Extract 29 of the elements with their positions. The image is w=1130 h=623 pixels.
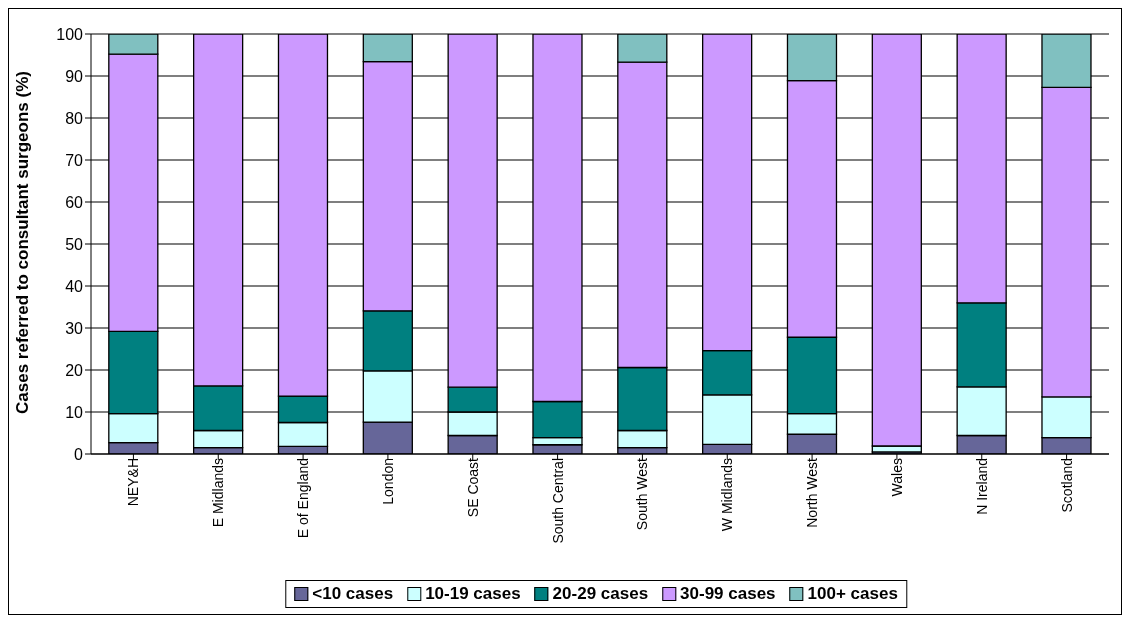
y-tick-label: 80 xyxy=(65,109,84,127)
y-tick-label: 70 xyxy=(65,151,84,169)
legend-label: 100+ cases xyxy=(807,584,898,604)
legend-label: 20-29 cases xyxy=(552,584,649,604)
x-tick-label: NEY&H xyxy=(125,458,142,507)
x-tick-label: N Ireland xyxy=(973,458,990,515)
y-tick-label: 50 xyxy=(65,235,84,253)
y-tick-label: 40 xyxy=(65,277,84,295)
y-axis-title: Cases referred to consultant surgeons (%) xyxy=(13,71,33,414)
x-tick-label: Wales xyxy=(888,458,905,497)
y-tick-label: 100 xyxy=(56,25,84,43)
y-tick-label: 0 xyxy=(74,445,84,463)
legend-label: 30-99 cases xyxy=(680,584,776,604)
y-tick-label: 20 xyxy=(65,361,84,379)
y-tick-label: 30 xyxy=(65,319,84,337)
y-tick-label: 90 xyxy=(65,67,84,85)
x-tick-label: London xyxy=(379,458,396,505)
x-tick-label: South West xyxy=(634,457,651,531)
legend-label: <10 cases xyxy=(312,584,394,604)
x-tick-label: W Midlands xyxy=(719,458,736,532)
x-tick-label: North West xyxy=(804,457,821,528)
y-tick-label: 10 xyxy=(65,403,84,421)
x-tick-label: E of England xyxy=(295,458,312,539)
x-tick-label: SE Coast xyxy=(464,457,481,518)
x-tick-label: Scotland xyxy=(1058,458,1075,513)
legend-label: 10-19 cases xyxy=(425,584,521,604)
x-tick-label: South Central xyxy=(549,458,566,544)
y-tick-label: 60 xyxy=(65,193,84,211)
x-tick-label: E Midlands xyxy=(210,458,227,528)
